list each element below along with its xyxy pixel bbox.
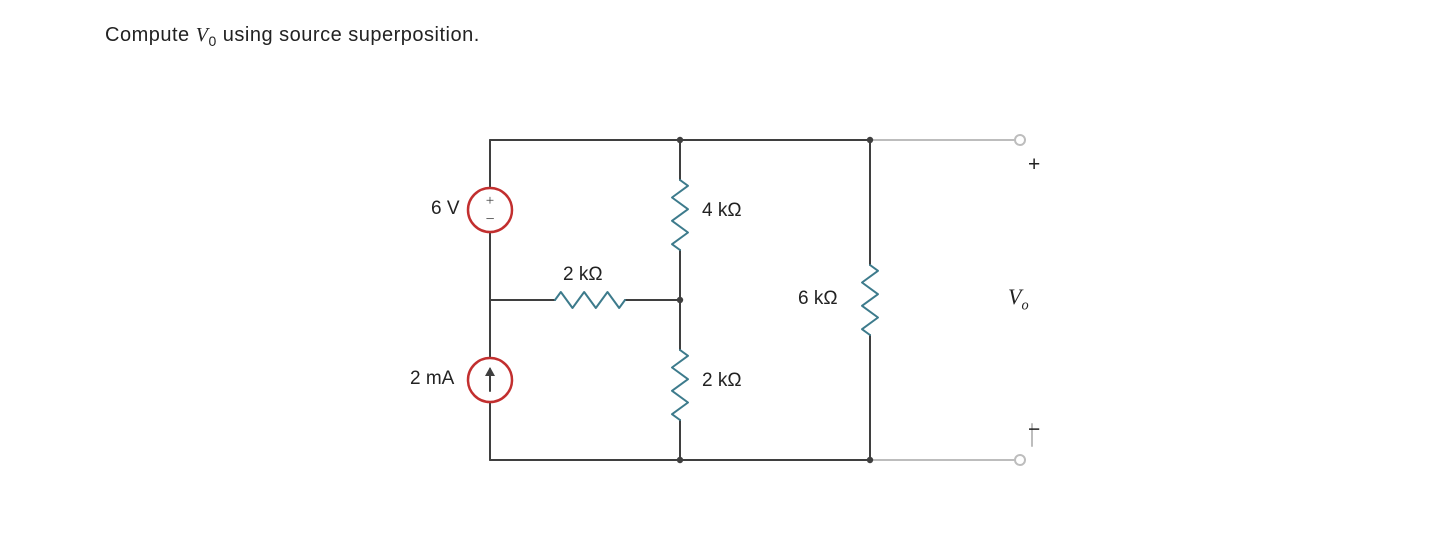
vo-sub: o	[1021, 297, 1028, 313]
figure: Compute V0 using source superposition. +…	[0, 0, 1452, 558]
r4k-label: 4 kΩ	[702, 200, 742, 222]
vsrc-label: 6 V	[431, 198, 460, 220]
circuit-svg: +−	[0, 0, 1452, 558]
svg-text:−: −	[485, 211, 494, 228]
vo-plus: +	[1028, 153, 1040, 177]
svg-text:+: +	[486, 193, 494, 209]
r6k-label: 6 kΩ	[798, 288, 838, 310]
vo-var: V	[1008, 284, 1021, 309]
r2k-h-label: 2 kΩ	[563, 264, 603, 286]
r2k-v-label: 2 kΩ	[702, 370, 742, 392]
vo-minus: −	[1028, 418, 1040, 442]
vo-label: Vo	[1008, 284, 1029, 314]
isrc-label: 2 mA	[410, 368, 454, 390]
